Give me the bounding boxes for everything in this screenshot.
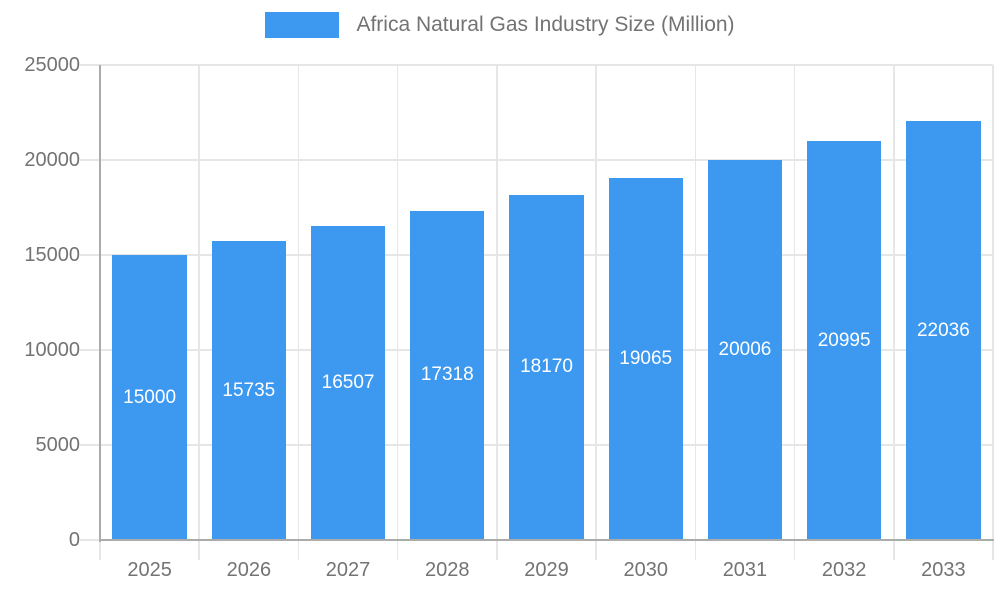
y-tick-label: 20000 xyxy=(24,149,80,171)
y-tick-label: 25000 xyxy=(24,54,80,76)
x-axis-label: 2027 xyxy=(325,559,371,581)
x-axis-label: 2025 xyxy=(127,559,172,581)
y-tick-label: 0 xyxy=(68,529,80,551)
bar-value-label: 15735 xyxy=(222,379,276,401)
x-tick xyxy=(992,541,994,560)
bar-2028[interactable] xyxy=(410,210,485,540)
bar-value-label: 16507 xyxy=(321,372,375,394)
y-axis-line xyxy=(99,65,101,542)
x-axis-label: 2026 xyxy=(226,559,272,581)
x-axis-line xyxy=(99,539,994,541)
y-tick xyxy=(80,349,100,351)
x-gridline xyxy=(793,65,796,540)
y-gridline xyxy=(100,159,993,161)
bar-value-label: 22036 xyxy=(916,319,970,341)
y-tick xyxy=(80,539,100,541)
x-axis-label: 2031 xyxy=(722,559,768,581)
y-tick xyxy=(80,159,100,161)
x-gridline xyxy=(893,65,895,540)
bar-2025[interactable] xyxy=(112,255,187,540)
y-gridline xyxy=(100,64,993,66)
x-gridline xyxy=(396,65,399,540)
bar-2030[interactable] xyxy=(608,177,683,540)
x-axis-label: 2028 xyxy=(425,559,470,581)
x-tick xyxy=(496,541,498,560)
bar-2026[interactable] xyxy=(211,241,287,540)
bar-value-label: 20006 xyxy=(718,338,772,360)
x-gridline xyxy=(496,65,498,540)
x-tick xyxy=(694,541,697,560)
y-tick xyxy=(80,444,100,446)
x-tick xyxy=(396,541,399,560)
x-gridline xyxy=(297,65,300,540)
x-tick xyxy=(893,541,895,560)
bar-2033[interactable] xyxy=(906,121,981,540)
y-tick-label: 10000 xyxy=(24,339,80,361)
x-gridline xyxy=(198,65,200,540)
x-axis-label: 2029 xyxy=(524,559,569,581)
x-gridline xyxy=(992,65,994,540)
x-tick xyxy=(99,541,101,560)
y-tick-label: 5000 xyxy=(35,434,81,456)
x-gridline xyxy=(694,65,697,540)
bar-2032[interactable] xyxy=(806,141,882,540)
bar-value-label: 19065 xyxy=(619,347,673,369)
y-tick xyxy=(80,64,100,66)
legend-swatch xyxy=(265,12,340,38)
legend[interactable]: Africa Natural Gas Industry Size (Millio… xyxy=(0,12,1000,38)
bar-value-label: 17318 xyxy=(420,364,474,386)
x-tick xyxy=(297,541,300,560)
x-axis-label: 2030 xyxy=(623,559,668,581)
x-axis-label: 2033 xyxy=(921,559,966,581)
bar-value-label: 20995 xyxy=(817,329,871,351)
y-tick-label: 15000 xyxy=(24,244,80,266)
x-axis-label: 2032 xyxy=(821,559,867,581)
legend-label: Africa Natural Gas Industry Size (Millio… xyxy=(356,13,735,36)
x-tick xyxy=(793,541,796,560)
bar-2031[interactable] xyxy=(707,159,783,540)
bar-value-label: 18170 xyxy=(520,356,573,378)
x-tick xyxy=(198,541,200,560)
x-gridline xyxy=(595,65,597,540)
bar-value-label: 15000 xyxy=(123,386,177,408)
x-tick xyxy=(595,541,597,560)
bar-2027[interactable] xyxy=(310,226,386,540)
bar-2029[interactable] xyxy=(509,194,584,540)
y-tick xyxy=(80,254,100,256)
